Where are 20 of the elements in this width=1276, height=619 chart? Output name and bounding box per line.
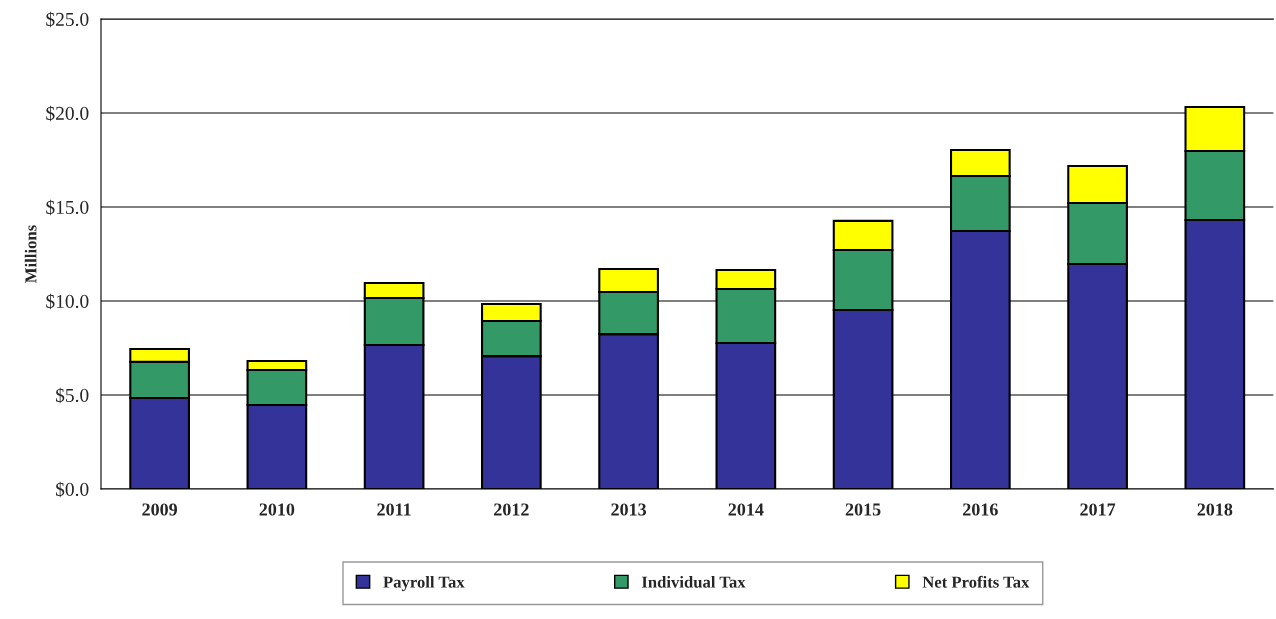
x-tick-label: 2016 [963, 503, 998, 516]
y-tick-label: $0.0 [56, 481, 89, 498]
x-tick-label: 2017 [1080, 503, 1116, 516]
y-tick-label: $10.0 [46, 293, 89, 310]
x-tick-label: 2011 [377, 503, 411, 516]
legend-label: Individual Tax [641, 575, 746, 588]
y-tick-label: $25.0 [46, 11, 89, 28]
y-tick-label: $5.0 [56, 387, 89, 404]
x-tick-label: 2013 [611, 503, 647, 516]
x-tick-label: 2009 [142, 503, 178, 516]
x-tick-label: 2010 [259, 503, 295, 516]
x-tick-label: 2018 [1197, 503, 1233, 516]
y-tick-label: $15.0 [46, 199, 89, 216]
y-tick-label: $20.0 [46, 105, 89, 122]
legend-label: Payroll Tax [383, 575, 465, 592]
x-tick-label: 2012 [494, 503, 529, 516]
x-tick-label: 2015 [845, 503, 881, 516]
x-tick-label: 2014 [728, 503, 764, 516]
y-axis-title: Millions [24, 225, 37, 283]
legend-label: Net Profits Tax [922, 575, 1030, 588]
